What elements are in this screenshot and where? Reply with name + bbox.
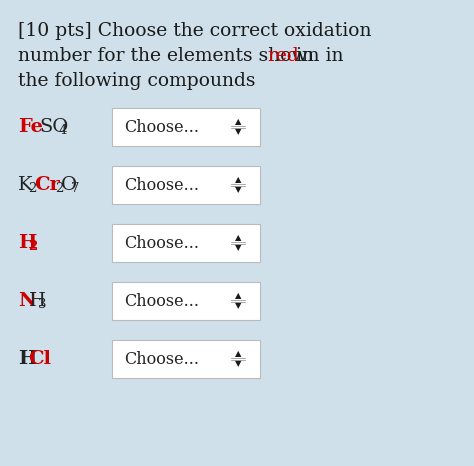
Text: ▼: ▼ xyxy=(235,185,241,194)
Text: Cl: Cl xyxy=(28,350,52,368)
Text: Choose...: Choose... xyxy=(124,118,199,136)
Text: the following compounds: the following compounds xyxy=(18,72,255,90)
Text: ▲: ▲ xyxy=(235,233,241,242)
Text: Fe: Fe xyxy=(18,118,43,136)
Text: Choose...: Choose... xyxy=(124,293,199,309)
FancyBboxPatch shape xyxy=(112,108,260,146)
Text: K: K xyxy=(18,176,33,194)
Text: 3: 3 xyxy=(38,299,47,311)
Text: 7: 7 xyxy=(71,183,79,196)
Text: H: H xyxy=(18,350,36,368)
FancyBboxPatch shape xyxy=(112,340,260,378)
Text: Choose...: Choose... xyxy=(124,234,199,252)
Text: ▼: ▼ xyxy=(235,302,241,310)
Text: H: H xyxy=(18,234,36,252)
Text: 2: 2 xyxy=(55,183,63,196)
Text: H: H xyxy=(28,292,46,310)
Text: red: red xyxy=(267,47,299,65)
FancyBboxPatch shape xyxy=(112,224,260,262)
Text: Choose...: Choose... xyxy=(124,177,199,193)
Text: O: O xyxy=(61,176,77,194)
FancyBboxPatch shape xyxy=(112,166,260,204)
Text: in: in xyxy=(290,47,314,65)
FancyBboxPatch shape xyxy=(112,282,260,320)
Text: ▼: ▼ xyxy=(235,359,241,369)
Text: Choose...: Choose... xyxy=(124,350,199,368)
Text: ▲: ▲ xyxy=(235,176,241,185)
Text: 4: 4 xyxy=(59,124,67,137)
Text: Cr: Cr xyxy=(34,176,60,194)
Text: 2: 2 xyxy=(28,240,38,254)
Text: ▲: ▲ xyxy=(235,292,241,301)
Text: ▼: ▼ xyxy=(235,128,241,137)
Text: N: N xyxy=(18,292,36,310)
Text: number for the elements shown in: number for the elements shown in xyxy=(18,47,349,65)
Text: [10 pts] Choose the correct oxidation: [10 pts] Choose the correct oxidation xyxy=(18,22,372,40)
Text: ▼: ▼ xyxy=(235,244,241,253)
Text: SO: SO xyxy=(39,118,68,136)
Text: 2: 2 xyxy=(28,183,36,196)
Text: ▲: ▲ xyxy=(235,350,241,358)
Text: ▲: ▲ xyxy=(235,117,241,126)
